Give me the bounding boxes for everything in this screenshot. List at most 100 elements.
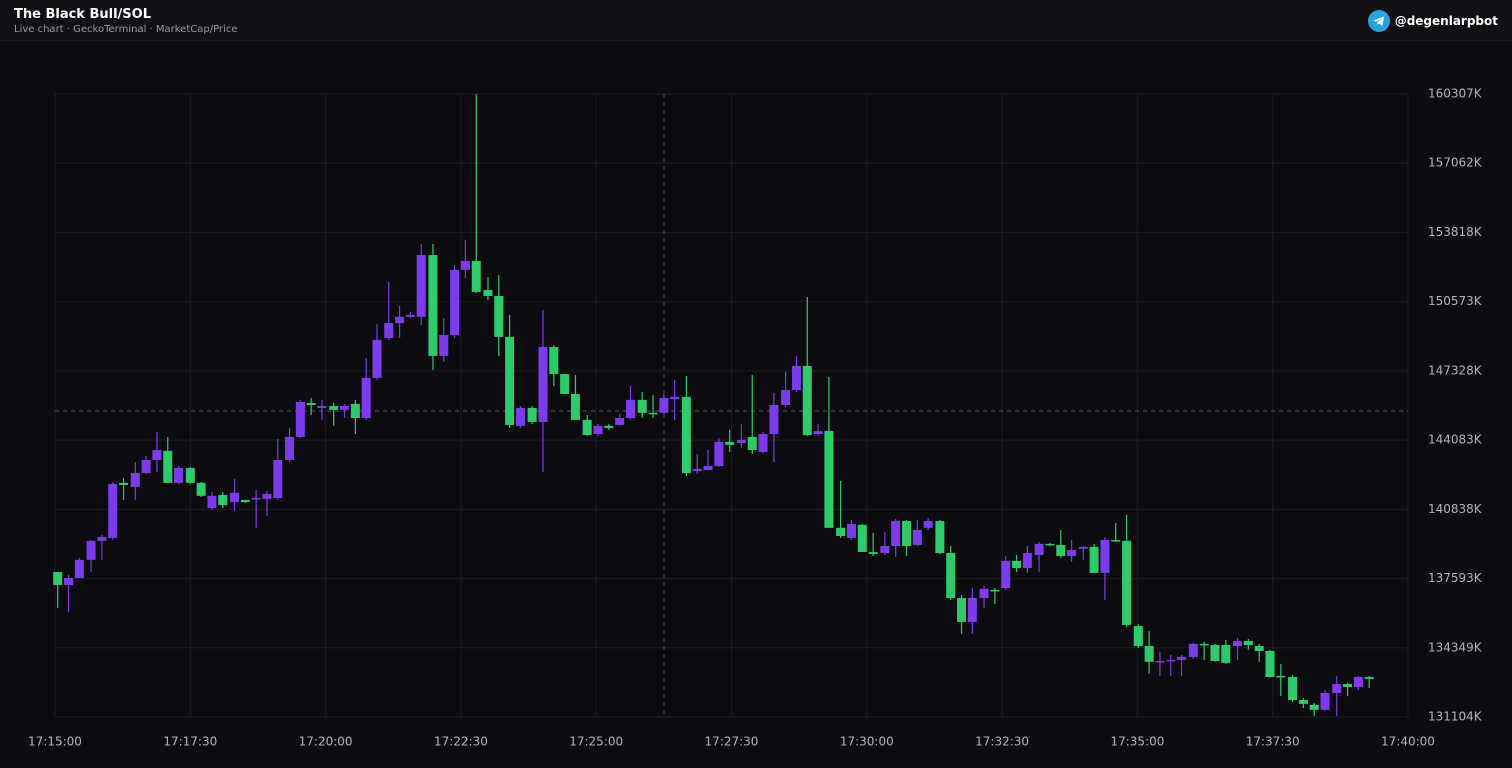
- x-tick-label: 17:22:30: [434, 735, 488, 749]
- candle-body: [1022, 553, 1032, 568]
- candle-body: [97, 537, 107, 541]
- candle-body: [659, 397, 669, 413]
- candle-body: [1045, 543, 1055, 546]
- candle-body: [130, 473, 140, 487]
- y-tick-label: 144083K: [1428, 433, 1483, 447]
- candle-body: [935, 521, 945, 554]
- y-tick-label: 160307K: [1428, 87, 1483, 101]
- candle-body: [471, 260, 481, 292]
- candle-body: [251, 497, 261, 500]
- candle-body: [185, 467, 195, 483]
- candle-body: [1332, 684, 1342, 693]
- candle-body: [196, 482, 206, 496]
- x-tick-label: 17:25:00: [569, 735, 623, 749]
- candle-body: [174, 467, 184, 483]
- telegram-icon: [1367, 10, 1390, 32]
- candle-body: [1177, 656, 1187, 660]
- x-tick-label: 17:30:00: [840, 735, 894, 749]
- candle-body: [329, 406, 339, 410]
- candle-body: [604, 425, 614, 429]
- candle-body: [967, 598, 977, 622]
- candle-body: [570, 393, 580, 420]
- candle-body: [229, 492, 239, 503]
- candle-body: [108, 483, 118, 538]
- candle-body: [439, 335, 449, 356]
- candle-body: [372, 339, 382, 378]
- candle-body: [769, 404, 779, 434]
- y-tick-label: 137593K: [1428, 571, 1483, 585]
- y-tick-label: 131104K: [1428, 710, 1483, 724]
- candle-body: [846, 524, 856, 538]
- handle-text: @degenlarpbot: [1394, 14, 1498, 28]
- candle-body: [681, 396, 691, 474]
- candle-body: [582, 419, 592, 436]
- header: The Black Bull/SOL Live chart · GeckoTer…: [0, 0, 1512, 41]
- candle-body: [923, 521, 933, 528]
- candle-body: [450, 269, 460, 336]
- candle-body: [824, 431, 834, 528]
- candle-body: [240, 499, 250, 503]
- candle-body: [979, 588, 989, 599]
- candle-body: [868, 551, 878, 554]
- candle-body: [1199, 643, 1209, 646]
- candle-body: [946, 553, 956, 599]
- candle-body: [317, 406, 327, 408]
- candle-body: [494, 295, 504, 337]
- candle-body: [1288, 676, 1298, 701]
- candle-body: [670, 396, 680, 400]
- candle-body: [802, 365, 812, 436]
- candle-body: [428, 255, 438, 356]
- candle-body: [791, 365, 801, 391]
- y-tick-label: 153818K: [1428, 225, 1483, 239]
- candle-body: [1320, 692, 1330, 710]
- candle-body: [538, 346, 548, 423]
- candle-body: [1067, 550, 1077, 557]
- candle-body: [781, 390, 791, 405]
- candle-body: [857, 524, 867, 552]
- candle-body: [416, 255, 426, 317]
- candle-body: [1265, 650, 1275, 677]
- candle-body: [1309, 704, 1319, 710]
- candle-body: [273, 460, 283, 498]
- candle-body: [990, 589, 1000, 592]
- candle-body: [152, 449, 162, 461]
- candle-body: [141, 460, 151, 474]
- candle-body: [1111, 540, 1121, 542]
- x-tick-label: 17:27:30: [705, 735, 759, 749]
- x-tick-label: 17:37:30: [1246, 735, 1300, 749]
- candle-body: [350, 403, 360, 418]
- candle-body: [1056, 544, 1066, 557]
- candle-body: [1276, 675, 1286, 678]
- candle-body: [1001, 560, 1011, 589]
- candle-body: [295, 401, 305, 437]
- candle-body: [395, 316, 405, 324]
- candle-body: [593, 425, 603, 434]
- y-tick-label: 157062K: [1428, 156, 1483, 170]
- candle-body: [1034, 543, 1044, 555]
- candle-body: [306, 403, 316, 405]
- x-tick-label: 17:32:30: [975, 735, 1029, 749]
- candle-body: [703, 465, 713, 471]
- candle-body: [1122, 540, 1132, 625]
- subtitle: Live chart · GeckoTerminal · MarketCap/P…: [14, 24, 238, 35]
- candle-body: [692, 468, 702, 471]
- candle-body: [483, 289, 493, 296]
- y-tick-label: 150573K: [1428, 294, 1483, 308]
- y-tick-label: 134349K: [1428, 640, 1483, 654]
- candle-body: [1243, 640, 1253, 645]
- telegram-handle[interactable]: @degenlarpbot: [1367, 10, 1498, 32]
- candle-body: [901, 521, 911, 546]
- candle-body: [86, 540, 96, 560]
- candle-body: [505, 336, 515, 426]
- candle-body: [1233, 640, 1243, 647]
- x-tick-label: 17:17:30: [163, 735, 217, 749]
- candle-body: [1012, 560, 1022, 568]
- candle-body: [912, 529, 922, 545]
- candle-body: [1364, 676, 1374, 679]
- x-tick-label: 17:20:00: [299, 735, 353, 749]
- candle-body: [1353, 676, 1363, 688]
- x-tick-label: 17:35:00: [1110, 735, 1164, 749]
- candle-body: [207, 495, 217, 509]
